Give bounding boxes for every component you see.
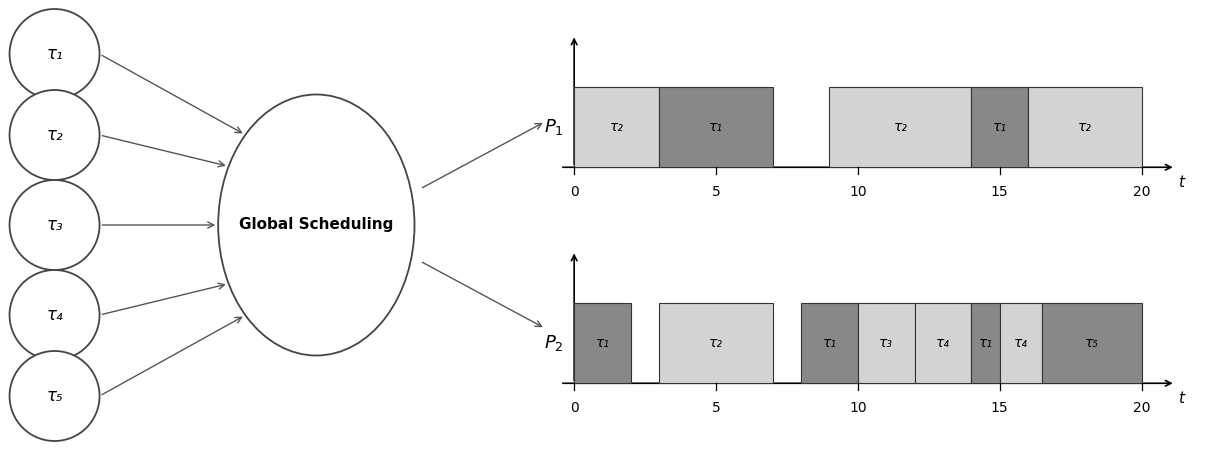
Text: 15: 15 bbox=[991, 401, 1008, 415]
Text: τ₂: τ₂ bbox=[709, 336, 724, 350]
Bar bbox=[574, 87, 659, 167]
Text: 5: 5 bbox=[711, 401, 720, 415]
Text: 15: 15 bbox=[991, 185, 1008, 199]
Bar bbox=[659, 303, 773, 383]
Text: τ₂: τ₂ bbox=[893, 120, 908, 134]
Text: Global Scheduling: Global Scheduling bbox=[239, 217, 394, 233]
Text: τ₁: τ₁ bbox=[993, 120, 1007, 134]
Text: τ₁: τ₁ bbox=[978, 336, 993, 350]
Text: $t$: $t$ bbox=[1178, 174, 1187, 190]
Bar bbox=[971, 87, 1028, 167]
Bar bbox=[574, 303, 631, 383]
Ellipse shape bbox=[218, 94, 415, 356]
Ellipse shape bbox=[10, 9, 99, 99]
Bar bbox=[659, 87, 773, 167]
Bar bbox=[1000, 303, 1042, 383]
Text: $P_1$: $P_1$ bbox=[544, 117, 564, 137]
Text: 0: 0 bbox=[570, 401, 578, 415]
Ellipse shape bbox=[10, 351, 99, 441]
Text: 0: 0 bbox=[570, 185, 578, 199]
Text: τ₄: τ₄ bbox=[46, 306, 63, 324]
Text: τ₅: τ₅ bbox=[1085, 336, 1099, 350]
Bar bbox=[801, 303, 858, 383]
Text: τ₂: τ₂ bbox=[1077, 120, 1092, 134]
Text: τ₁: τ₁ bbox=[709, 120, 724, 134]
Text: τ₂: τ₂ bbox=[610, 120, 624, 134]
Text: τ₁: τ₁ bbox=[595, 336, 610, 350]
Bar bbox=[971, 303, 1000, 383]
Text: τ₃: τ₃ bbox=[46, 216, 63, 234]
Text: τ₁: τ₁ bbox=[46, 45, 63, 63]
Bar bbox=[1042, 303, 1142, 383]
Ellipse shape bbox=[10, 90, 99, 180]
Ellipse shape bbox=[10, 270, 99, 360]
Text: τ₂: τ₂ bbox=[46, 126, 63, 144]
Text: 20: 20 bbox=[1133, 401, 1150, 415]
Bar bbox=[915, 303, 971, 383]
Text: $P_2$: $P_2$ bbox=[544, 333, 564, 353]
Bar bbox=[858, 303, 915, 383]
Text: τ₃: τ₃ bbox=[879, 336, 893, 350]
Text: 10: 10 bbox=[850, 401, 867, 415]
Text: τ₄: τ₄ bbox=[1014, 336, 1028, 350]
Text: 20: 20 bbox=[1133, 185, 1150, 199]
Text: 10: 10 bbox=[850, 185, 867, 199]
Bar bbox=[1028, 87, 1142, 167]
Text: τ₅: τ₅ bbox=[46, 387, 63, 405]
Bar bbox=[829, 87, 971, 167]
Text: τ₄: τ₄ bbox=[936, 336, 950, 350]
Text: $t$: $t$ bbox=[1178, 390, 1187, 406]
Text: τ₁: τ₁ bbox=[823, 336, 836, 350]
Text: 5: 5 bbox=[711, 185, 720, 199]
Ellipse shape bbox=[10, 180, 99, 270]
